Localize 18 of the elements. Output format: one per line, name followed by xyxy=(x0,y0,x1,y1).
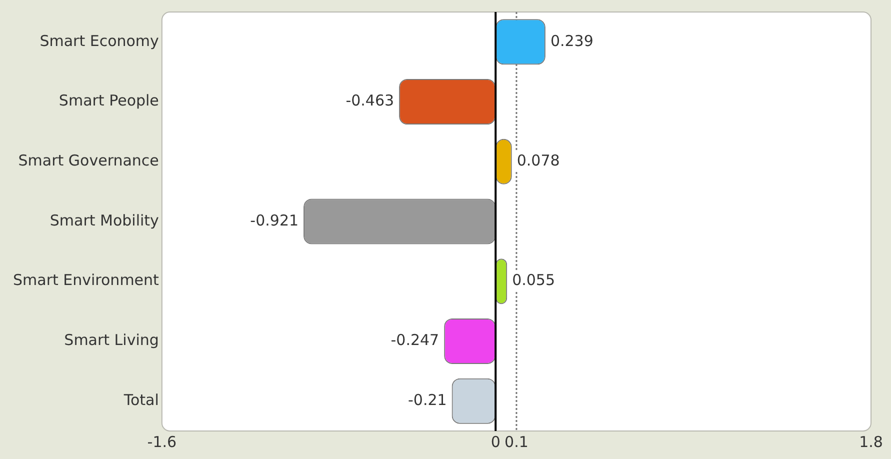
x-tick-label: -1.6 xyxy=(147,432,177,451)
data-label: 0.239 xyxy=(550,32,594,50)
y-tick-label: Smart Environment xyxy=(13,271,160,290)
x-tick-label: 1.8 xyxy=(859,432,883,451)
x-tick-label: 0.1 xyxy=(504,432,528,451)
y-tick-label: Total xyxy=(122,390,159,409)
data-label: 0.055 xyxy=(512,271,556,290)
data-label: -0.921 xyxy=(250,211,299,230)
data-label: -0.247 xyxy=(390,331,440,350)
data-label: -0.21 xyxy=(408,390,447,409)
y-tick-label: Smart Governance xyxy=(18,152,159,170)
data-label: 0.078 xyxy=(516,152,560,170)
x-tick-label: 0 xyxy=(490,432,500,451)
y-tick-label: Smart Living xyxy=(64,331,159,350)
y-tick-label: Smart Mobility xyxy=(50,211,160,230)
data-label: -0.463 xyxy=(346,92,394,110)
y-tick-label: Smart Economy xyxy=(40,32,160,50)
y-tick-label: Smart People xyxy=(58,92,159,110)
